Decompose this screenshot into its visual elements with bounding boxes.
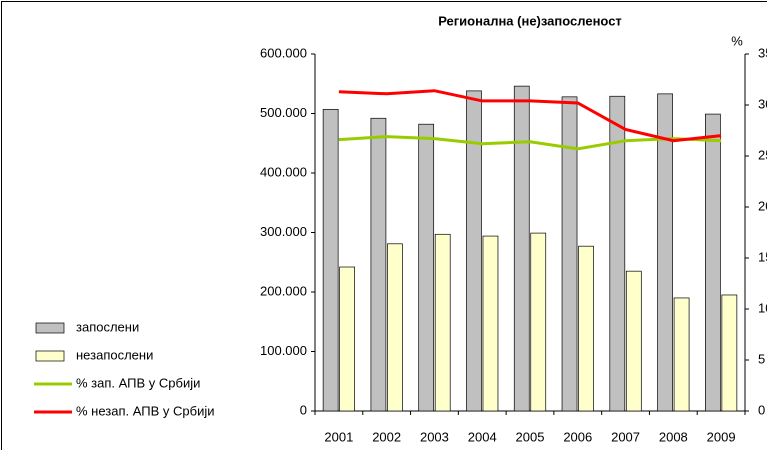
bar <box>673 297 690 412</box>
line <box>338 135 722 151</box>
y-tick-label: 300.000 <box>260 224 307 239</box>
legend-label: запослени <box>76 319 139 334</box>
y-tick-label: 400.000 <box>260 164 307 179</box>
line <box>338 89 722 143</box>
bar <box>657 93 673 412</box>
y2-tick-label: 30 <box>758 96 767 111</box>
legend-label: % незап. АПВ у Србији <box>76 403 215 418</box>
bar <box>721 294 738 412</box>
y-tick-label: 100.000 <box>260 343 307 358</box>
bar <box>530 232 547 412</box>
bar <box>466 90 482 412</box>
x-tick-label: 2008 <box>659 429 688 444</box>
x-tick-label: 2001 <box>324 429 353 444</box>
legend-label: незапослени <box>76 347 153 362</box>
x-tick-label: 2004 <box>468 429 497 444</box>
bar <box>609 95 626 412</box>
x-tick-label: 2002 <box>372 429 401 444</box>
legend-swatch <box>35 322 65 334</box>
chart-title: Регионална (не)запосленост <box>438 13 622 28</box>
y2-tick-label: 35 <box>758 45 767 60</box>
y2-tick-label: 10 <box>758 300 767 315</box>
bar <box>482 235 499 412</box>
bar <box>418 123 435 412</box>
y-tick-label: 500.000 <box>260 105 307 120</box>
bar <box>339 266 355 412</box>
bar <box>513 85 530 412</box>
x-tick-label: 2003 <box>420 429 449 444</box>
bar <box>322 108 339 412</box>
bar <box>705 113 721 412</box>
x-tick-label: 2009 <box>707 429 736 444</box>
y2-tick-label: 25 <box>758 147 767 162</box>
y-tick-label: 0 <box>300 402 307 417</box>
x-tick-label: 2005 <box>516 429 545 444</box>
legend-label: % зап. АПВ у Србији <box>76 375 200 390</box>
y2-tick-label: 20 <box>758 198 767 213</box>
y-tick-label: 600.000 <box>260 45 307 60</box>
y2-tick-label: 0 <box>758 402 765 417</box>
y2-axis-label: % <box>731 33 743 48</box>
y2-tick-label: 15 <box>758 249 767 264</box>
bar <box>625 270 642 412</box>
x-tick-label: 2007 <box>611 429 640 444</box>
legend-swatch <box>35 350 65 362</box>
bar <box>561 96 578 412</box>
y2-tick-label: 5 <box>758 351 765 366</box>
bar <box>387 243 403 412</box>
x-tick-label: 2006 <box>563 429 592 444</box>
bar <box>578 245 594 412</box>
y-tick-label: 200.000 <box>260 283 307 298</box>
bar <box>434 233 451 412</box>
bar <box>370 117 387 412</box>
